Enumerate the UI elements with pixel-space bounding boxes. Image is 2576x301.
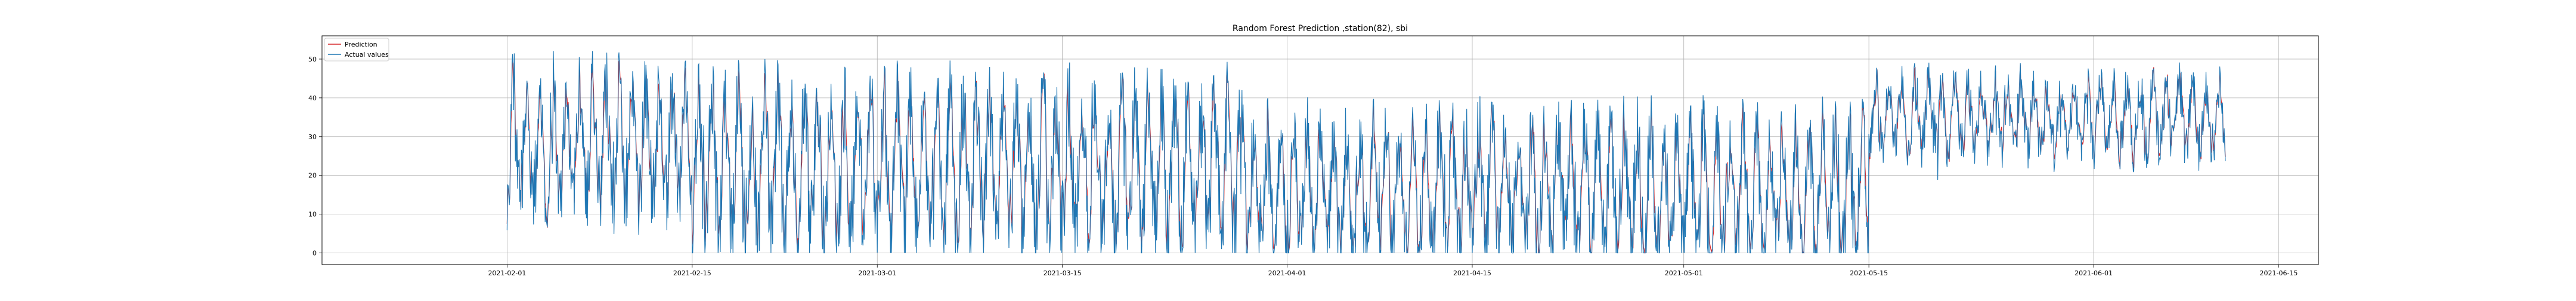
y-tick-label: 30 xyxy=(308,133,317,141)
x-tick-label: 2021-05-15 xyxy=(1850,269,1888,277)
legend: Prediction Actual values xyxy=(324,38,389,62)
x-tick-label: 2021-03-01 xyxy=(858,269,896,277)
y-tick-label: 50 xyxy=(308,56,317,63)
x-tick-label: 2021-03-15 xyxy=(1044,269,1082,277)
y-tick-label: 20 xyxy=(308,172,317,180)
x-tick-label: 2021-06-01 xyxy=(2075,269,2113,277)
x-tick-label: 2021-04-15 xyxy=(1453,269,1491,277)
x-tick-label: 2021-06-15 xyxy=(2260,269,2298,277)
legend-prediction-label: Prediction xyxy=(345,41,377,48)
plot-frame xyxy=(321,35,2319,265)
y-tick-label: 10 xyxy=(308,211,317,219)
x-axis-ticks: 2021-02-01 2021-02-15 2021-03-01 2021-03-15… xyxy=(488,265,2298,277)
x-tick-label: 2021-02-15 xyxy=(673,269,711,277)
x-tick-label: 2021-02-01 xyxy=(488,269,526,277)
y-axis-ticks: 0 10 20 30 40 50 xyxy=(308,56,322,257)
x-tick-label: 2021-05-01 xyxy=(1665,269,1703,277)
y-tick-label: 40 xyxy=(308,94,317,102)
chart-title: Random Forest Prediction ,station(82), s… xyxy=(1233,24,1408,33)
series-line-actual-values xyxy=(506,51,2226,254)
legend-actual-label: Actual values xyxy=(345,51,389,59)
y-tick-label: 0 xyxy=(312,250,317,257)
x-tick-label: 2021-04-01 xyxy=(1268,269,1306,277)
series-layer xyxy=(506,51,2226,254)
